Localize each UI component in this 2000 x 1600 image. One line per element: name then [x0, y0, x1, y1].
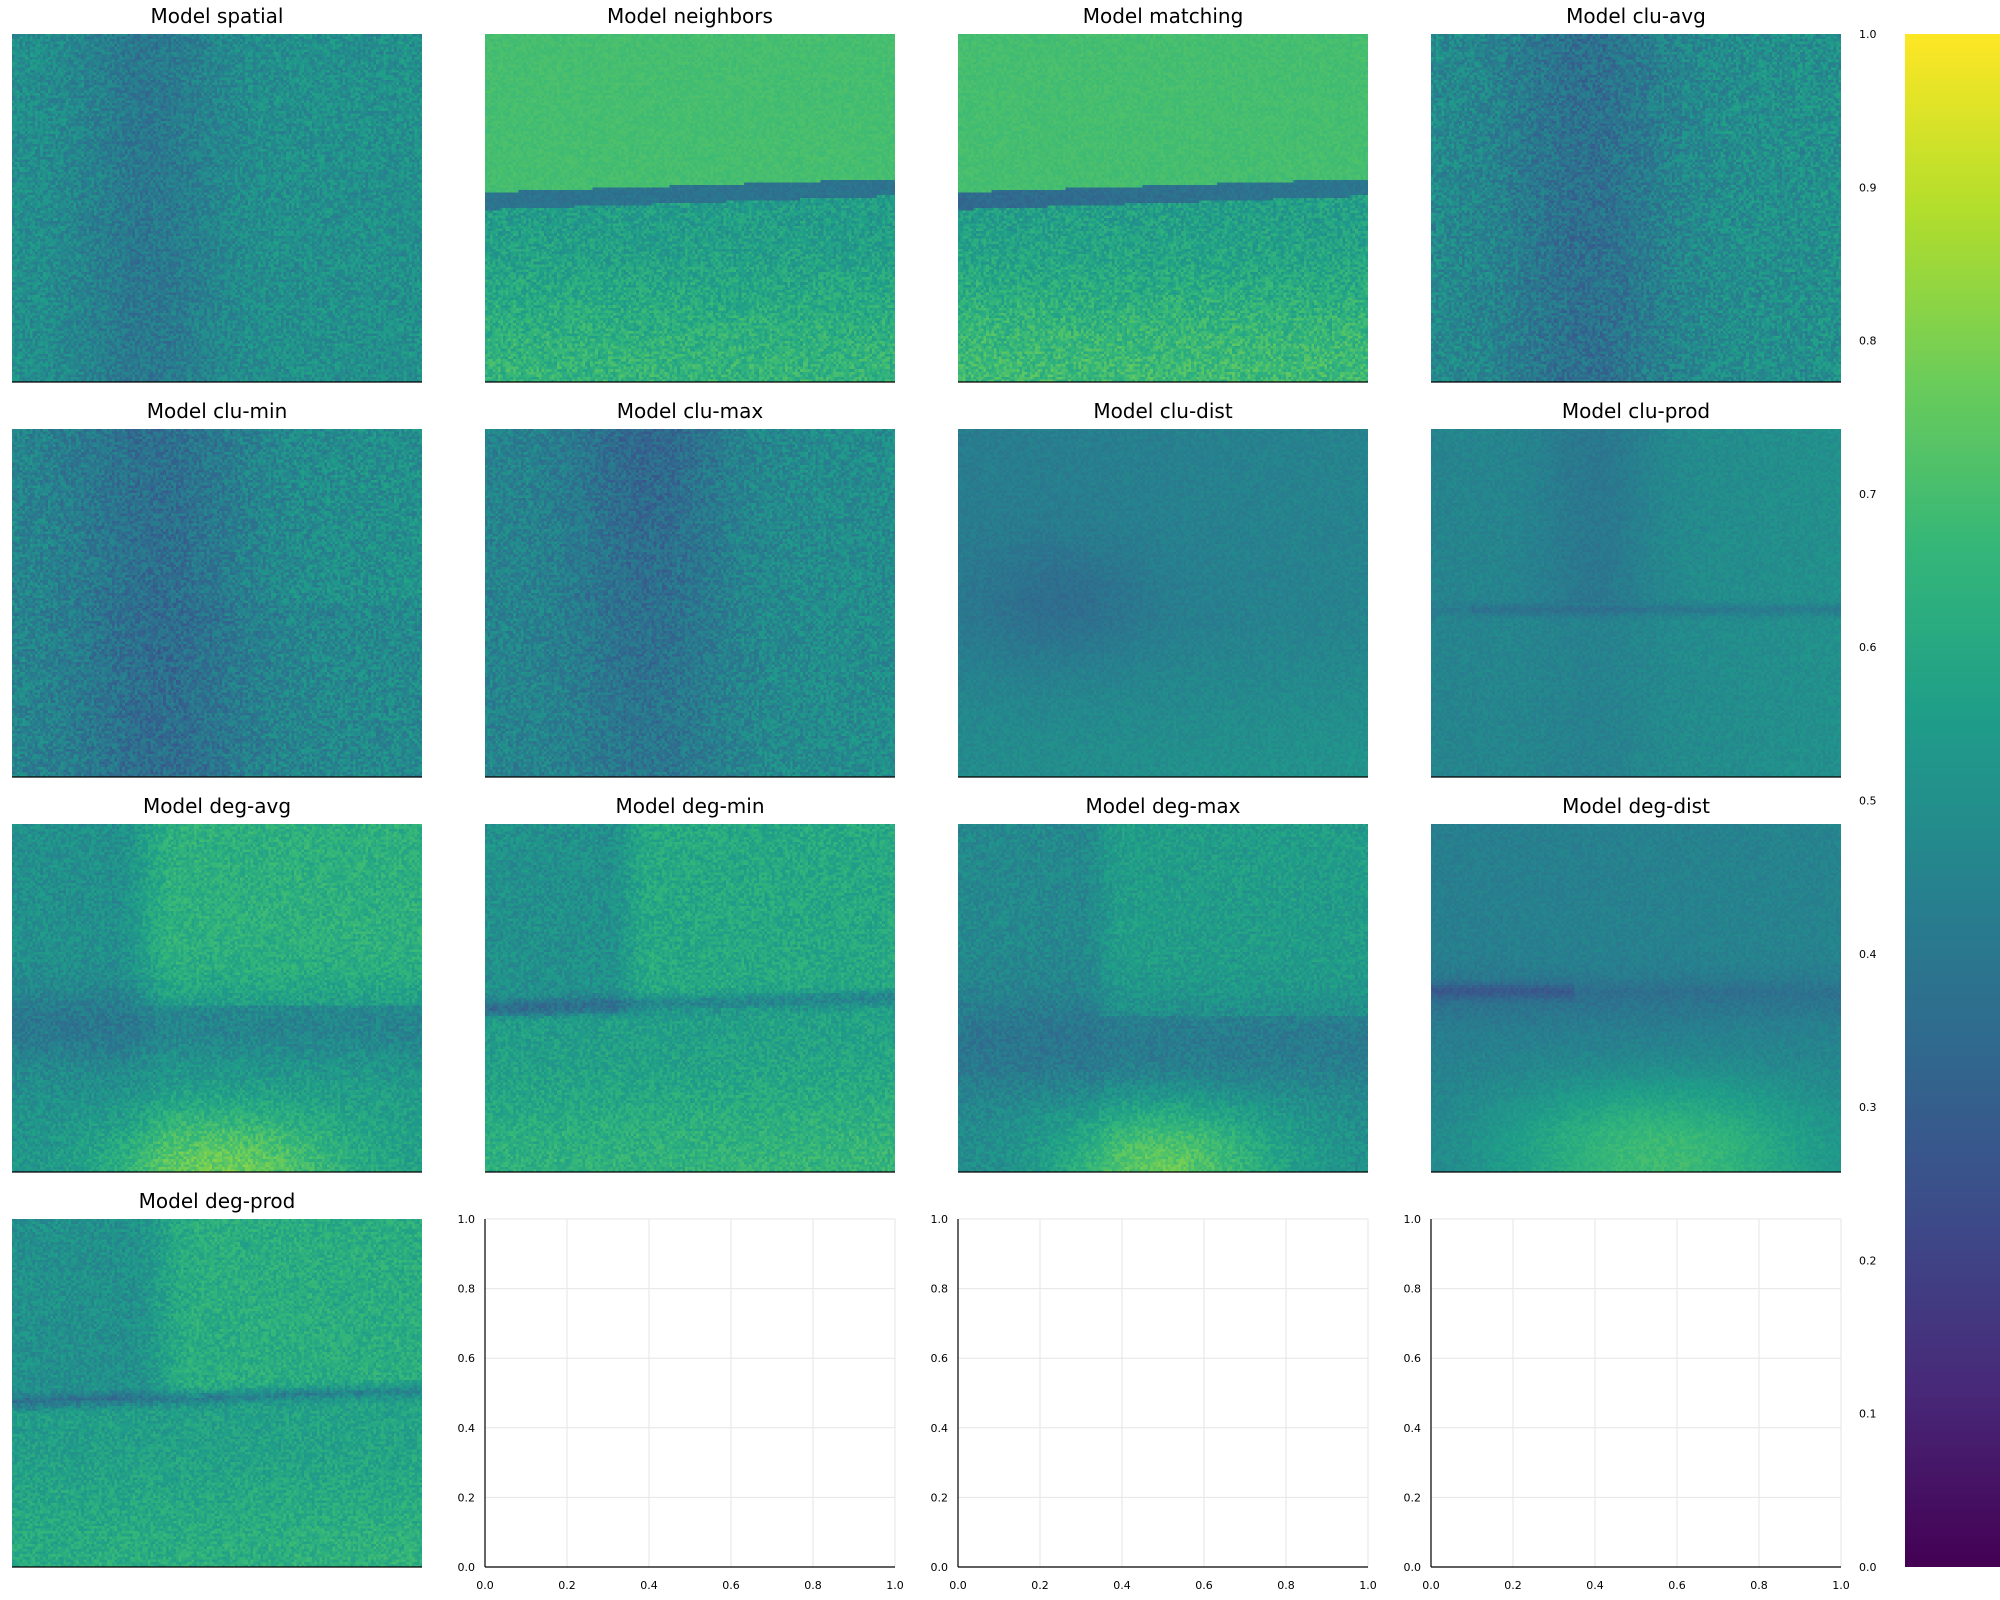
y-tick-label: 1.0 [458, 1213, 476, 1226]
y-tick-label: 1.0 [1404, 1213, 1422, 1226]
x-tick-label: 0.6 [1195, 1579, 1213, 1592]
panel-title: Model spatial [151, 4, 284, 28]
empty-axes: 0.00.0 0.2 0.2 0.4 0.4 0.6 0.6 0.8 0.8 1.0 1.0 [1404, 1213, 1850, 1592]
panel-title: Model clu-prod [1562, 399, 1710, 423]
y-tick-label: 0.4 [458, 1422, 476, 1435]
colorbar-tick-label: 1.0 [1859, 28, 1877, 41]
panel-title: Model clu-min [147, 399, 288, 423]
panel-title: Model deg-avg [143, 794, 291, 818]
y-tick-label: 0.0 [458, 1561, 476, 1574]
heatmap-panel-deg-min: Model deg-min [485, 794, 895, 1173]
heatmap-panel-matching: Model matching [958, 4, 1368, 383]
colorbar-tick-label: 0.6 [1859, 641, 1877, 654]
panel-title: Model deg-dist [1562, 794, 1710, 818]
heatmap-panel-deg-max: Model deg-max [958, 794, 1368, 1173]
x-tick-label: 0.6 [1668, 1579, 1686, 1592]
colorbar-tick-label: 0.9 [1859, 181, 1877, 194]
heatmap-cells [485, 34, 895, 382]
heatmap-cells [12, 824, 422, 1172]
y-tick-label: 0.6 [1404, 1352, 1422, 1365]
heatmap-panels: Model spatial Model neighbors Model matchi… [12, 4, 1841, 1568]
x-tick-label: 0.4 [640, 1579, 658, 1592]
y-tick-label: 0.2 [931, 1491, 949, 1504]
panel-title: Model matching [1083, 4, 1244, 28]
heatmap-cells [1431, 429, 1841, 777]
heatmap-panel-deg-dist: Model deg-dist [1431, 794, 1841, 1173]
heatmap-panel-clu-dist: Model clu-dist [958, 399, 1368, 778]
empty-axes: 0.00.0 0.2 0.2 0.4 0.4 0.6 0.6 0.8 0.8 1.0 1.0 [458, 1213, 904, 1592]
colorbar-tick-label: 0.7 [1859, 488, 1877, 501]
heatmap-cells [485, 824, 895, 1172]
x-tick-label: 0.8 [1277, 1579, 1295, 1592]
x-tick-label: 0.0 [1422, 1579, 1440, 1592]
panel-title: Model deg-max [1086, 794, 1241, 818]
colorbar-tick-label: 0.5 [1859, 795, 1877, 808]
y-tick-label: 1.0 [931, 1213, 949, 1226]
empty-axes: 0.00.0 0.2 0.2 0.4 0.4 0.6 0.6 0.8 0.8 1.0 1.0 [931, 1213, 1377, 1592]
panel-title: Model deg-prod [139, 1189, 296, 1213]
heatmap-panel-deg-prod: Model deg-prod [12, 1189, 422, 1568]
panel-title: Model clu-avg [1566, 4, 1706, 28]
x-tick-label: 1.0 [886, 1579, 904, 1592]
y-tick-label: 0.0 [931, 1561, 949, 1574]
heatmap-panel-clu-min: Model clu-min [12, 399, 422, 778]
heatmap-cells [12, 429, 422, 777]
heatmap-panel-deg-avg: Model deg-avg [12, 794, 422, 1173]
y-tick-label: 0.6 [931, 1352, 949, 1365]
heatmap-cells [958, 824, 1368, 1172]
heatmap-cells [958, 429, 1368, 777]
x-tick-label: 0.8 [804, 1579, 822, 1592]
y-tick-label: 0.2 [1404, 1491, 1422, 1504]
heatmap-cells [485, 429, 895, 777]
x-tick-label: 1.0 [1359, 1579, 1377, 1592]
y-tick-label: 0.4 [1404, 1422, 1422, 1435]
heatmap-panel-clu-avg: Model clu-avg [1431, 4, 1841, 383]
y-tick-label: 0.0 [1404, 1561, 1422, 1574]
panel-title: Model neighbors [607, 4, 773, 28]
heatmap-panel-spatial: Model spatial [12, 4, 422, 383]
panel-title: Model clu-max [617, 399, 764, 423]
heatmap-panel-neighbors: Model neighbors [485, 4, 895, 383]
panel-title: Model deg-min [615, 794, 764, 818]
x-tick-label: 0.6 [722, 1579, 740, 1592]
x-tick-label: 0.2 [558, 1579, 576, 1592]
heatmap-cells [958, 34, 1368, 382]
y-tick-label: 0.8 [458, 1283, 476, 1296]
y-tick-label: 0.2 [458, 1491, 476, 1504]
colorbar-gradient [1905, 34, 2000, 1567]
colorbar-tick-label: 0.3 [1859, 1101, 1877, 1114]
colorbar-tick-label: 0.2 [1859, 1254, 1877, 1267]
y-tick-label: 0.8 [1404, 1283, 1422, 1296]
x-tick-label: 0.8 [1750, 1579, 1768, 1592]
heatmap-cells [12, 1219, 422, 1567]
x-tick-label: 0.2 [1504, 1579, 1522, 1592]
x-tick-label: 0.0 [476, 1579, 494, 1592]
heatmap-cells [1431, 34, 1841, 382]
x-tick-label: 1.0 [1832, 1579, 1850, 1592]
x-tick-label: 0.4 [1113, 1579, 1131, 1592]
heatmap-cells [1431, 824, 1841, 1172]
colorbar-tick-label: 0.0 [1859, 1561, 1877, 1574]
empty-axes-group: 0.00.00.20.20.40.40.60.60.80.81.01.00.00… [458, 1213, 1850, 1592]
heatmap-panel-clu-prod: Model clu-prod [1431, 399, 1841, 778]
colorbar-tick-label: 0.1 [1859, 1408, 1877, 1421]
y-tick-label: 0.6 [458, 1352, 476, 1365]
panel-title: Model clu-dist [1093, 399, 1233, 423]
y-tick-label: 0.8 [931, 1283, 949, 1296]
x-tick-label: 0.4 [1586, 1579, 1604, 1592]
heatmap-cells [12, 34, 422, 382]
x-tick-label: 0.2 [1031, 1579, 1049, 1592]
y-tick-label: 0.4 [931, 1422, 949, 1435]
colorbar: 0.0 0.1 0.2 0.3 0.4 0.5 0.6 0.7 0.8 0.9 1.0 [1859, 28, 2000, 1574]
colorbar-tick-label: 0.8 [1859, 335, 1877, 348]
x-tick-label: 0.0 [949, 1579, 967, 1592]
colorbar-tick-label: 0.4 [1859, 948, 1877, 961]
heatmap-panel-clu-max: Model clu-max [485, 399, 895, 778]
